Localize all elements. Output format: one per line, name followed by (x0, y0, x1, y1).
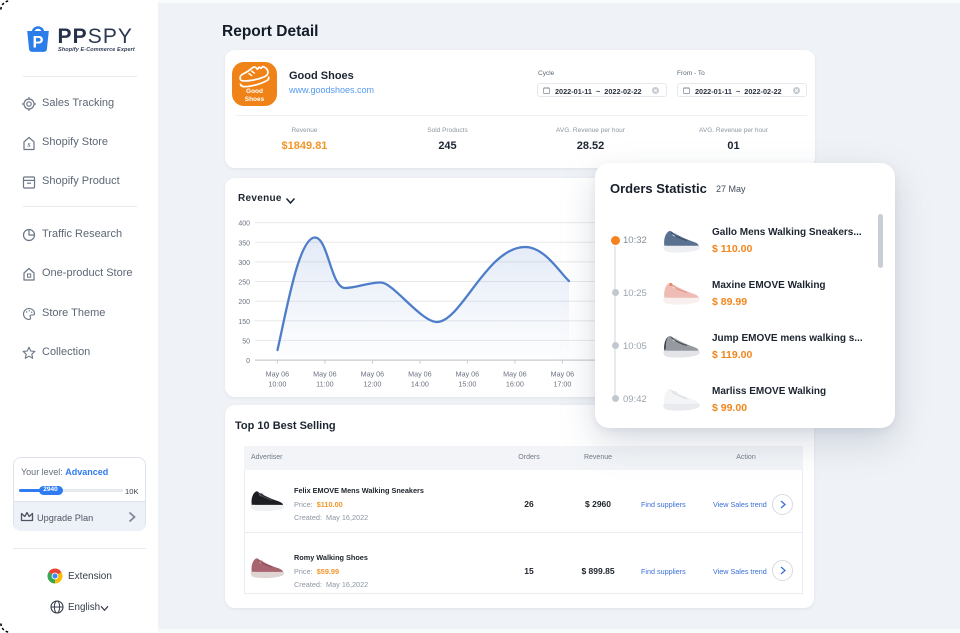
svg-text:250: 250 (238, 280, 250, 287)
svg-text:350: 350 (238, 240, 250, 247)
svg-text:15:00: 15:00 (458, 380, 476, 389)
svg-text:16:00: 16:00 (506, 380, 524, 389)
svg-text:P: P (32, 34, 43, 52)
svg-text:0: 0 (246, 358, 250, 365)
svg-text:17:00: 17:00 (553, 380, 571, 389)
svg-text:May 06: May 06 (361, 370, 385, 379)
svg-text:50: 50 (242, 338, 250, 345)
svg-text:150: 150 (238, 319, 250, 326)
svg-text:200: 200 (238, 299, 250, 306)
svg-text:s: s (26, 140, 30, 149)
svg-text:May 06: May 06 (456, 370, 480, 379)
svg-text:14:00: 14:00 (411, 380, 429, 389)
svg-text:400: 400 (238, 221, 250, 228)
svg-text:11:00: 11:00 (316, 380, 333, 389)
svg-text:12:00: 12:00 (363, 380, 381, 389)
svg-text:May 06: May 06 (503, 370, 527, 379)
svg-text:10:00: 10:00 (268, 380, 286, 389)
svg-text:May 06: May 06 (266, 370, 290, 379)
svg-text:300: 300 (238, 260, 250, 267)
svg-text:May 06: May 06 (313, 370, 337, 379)
svg-text:May 06: May 06 (551, 370, 575, 379)
svg-text:May 06: May 06 (408, 370, 432, 379)
